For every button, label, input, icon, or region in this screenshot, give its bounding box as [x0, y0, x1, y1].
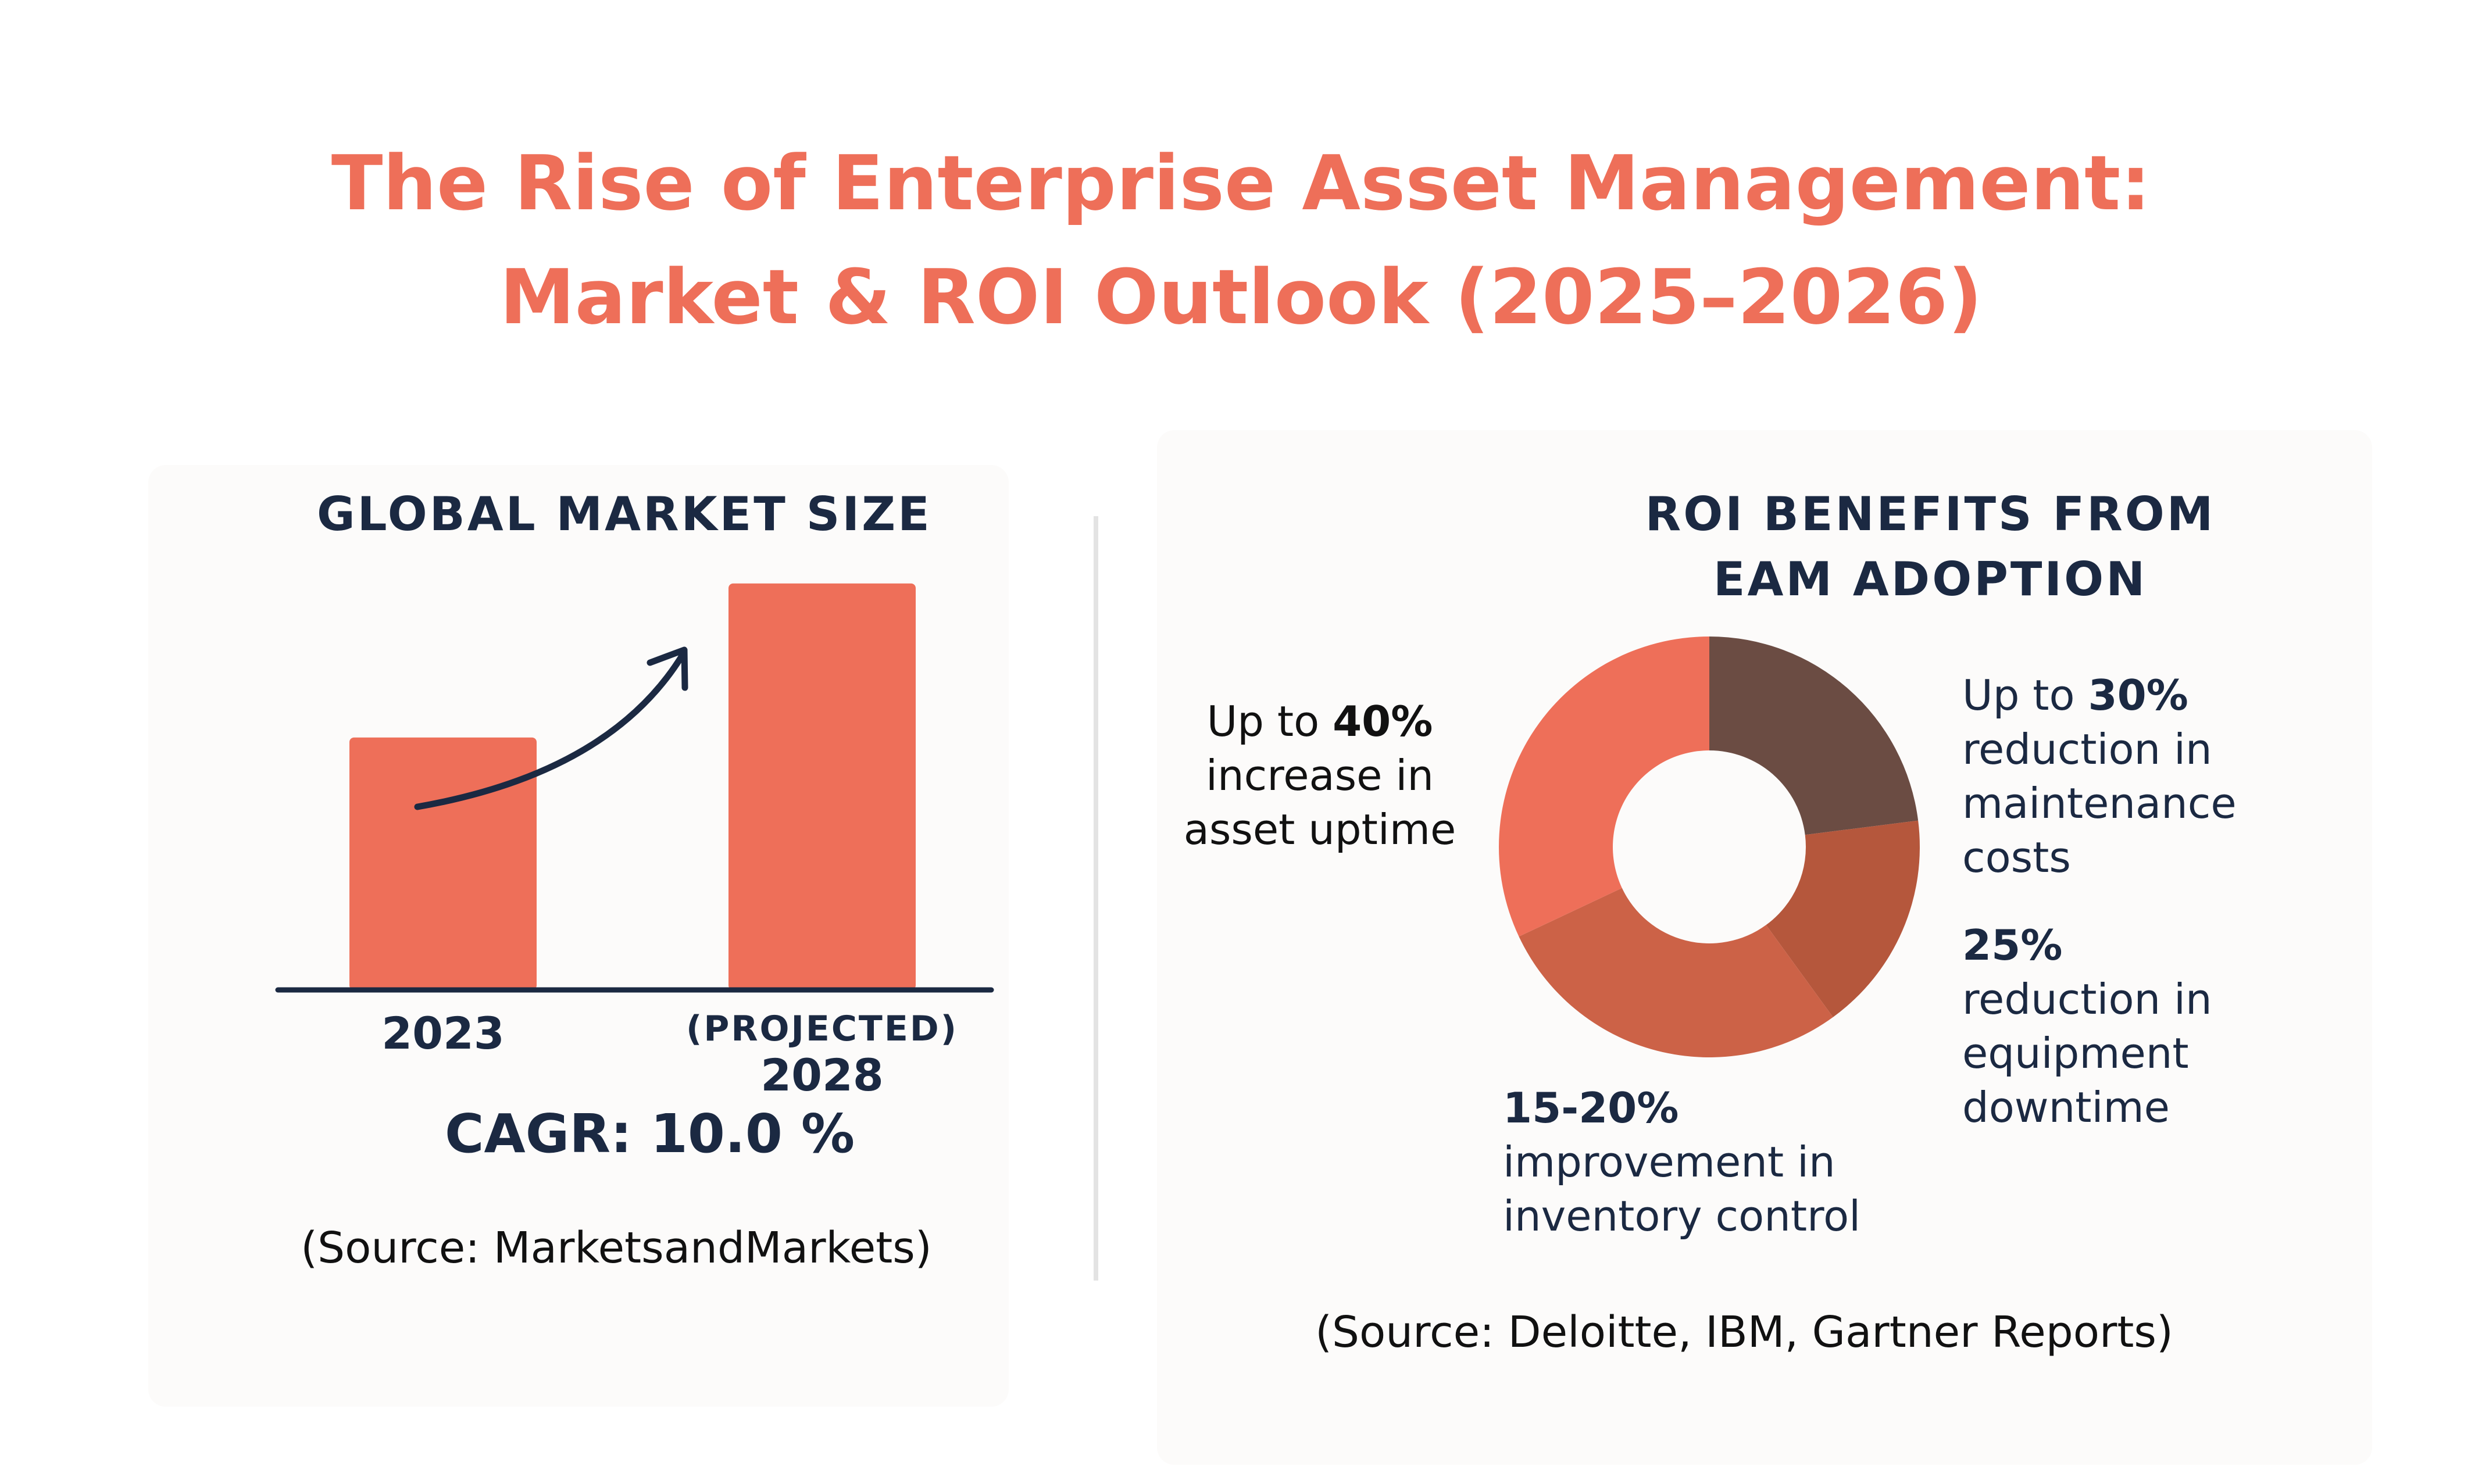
uptime-line-3: asset uptime: [1183, 805, 1456, 854]
roi-donut-chart: [1499, 636, 1920, 1058]
downtime-line-3: equipment: [1962, 1029, 2189, 1078]
donut-slice-0: [1709, 636, 1919, 835]
bar-0: [349, 737, 537, 990]
roi-source: (Source: Deloitte, IBM, Gartner Reports): [1315, 1307, 2173, 1357]
market-bar-chart: [275, 583, 994, 993]
roi-heading-line-1: ROI BENEFITS FROM: [1645, 487, 2216, 541]
uptime-line-2: increase in: [1206, 751, 1434, 800]
inventory-line-3: inventory control: [1503, 1192, 1861, 1240]
inventory-value: 15-20%: [1503, 1084, 1679, 1132]
bar-1: [728, 583, 916, 990]
maintenance-prefix: Up to: [1962, 671, 2088, 720]
page-title-line-1: The Rise of Enterprise Asset Management:: [331, 139, 2151, 227]
donut-slice-3: [1499, 636, 1709, 937]
downtime-callout: 25% reduction in equipment downtime: [1962, 918, 2212, 1135]
inventory-callout: 15-20% improvement in inventory control: [1503, 1081, 1860, 1243]
donut-slice-1: [1766, 820, 1920, 1017]
growth-arrow-head-icon: [647, 646, 688, 691]
downtime-value: 25%: [1962, 921, 2063, 970]
uptime-value: 40%: [1333, 697, 1433, 746]
panel-divider: [1094, 516, 1098, 1281]
downtime-line-2: reduction in: [1962, 975, 2212, 1024]
market-heading: GLOBAL MARKET SIZE: [317, 487, 932, 541]
maintenance-callout: Up to 30% reduction in maintenance costs: [1962, 668, 2237, 885]
market-source: (Source: MarketsandMarkets): [301, 1223, 932, 1273]
maintenance-line-4: costs: [1962, 833, 2071, 882]
growth-arrow-icon: [414, 650, 687, 810]
page-title-line-2: Market & ROI Outlook (2025–2026): [499, 253, 1983, 341]
inventory-line-2: improvement in: [1503, 1138, 1835, 1186]
bar-category-label-1-0: (PROJECTED): [685, 1009, 959, 1049]
cagr-annotation: CAGR: 10.0 %: [445, 1103, 855, 1165]
downtime-line-4: downtime: [1962, 1083, 2170, 1132]
maintenance-value: 30%: [2088, 671, 2188, 720]
bar-category-label-1-1: 2028: [760, 1049, 884, 1101]
uptime-prefix: Up to: [1206, 697, 1333, 746]
uptime-callout: Up to 40% increase in asset uptime: [1180, 695, 1459, 857]
bar-category-label-0-0: 2023: [381, 1007, 505, 1059]
maintenance-line-2: reduction in: [1962, 725, 2212, 774]
roi-heading-line-2: EAM ADOPTION: [1713, 552, 2148, 606]
donut-slice-2: [1519, 888, 1833, 1058]
maintenance-line-3: maintenance: [1962, 779, 2237, 828]
